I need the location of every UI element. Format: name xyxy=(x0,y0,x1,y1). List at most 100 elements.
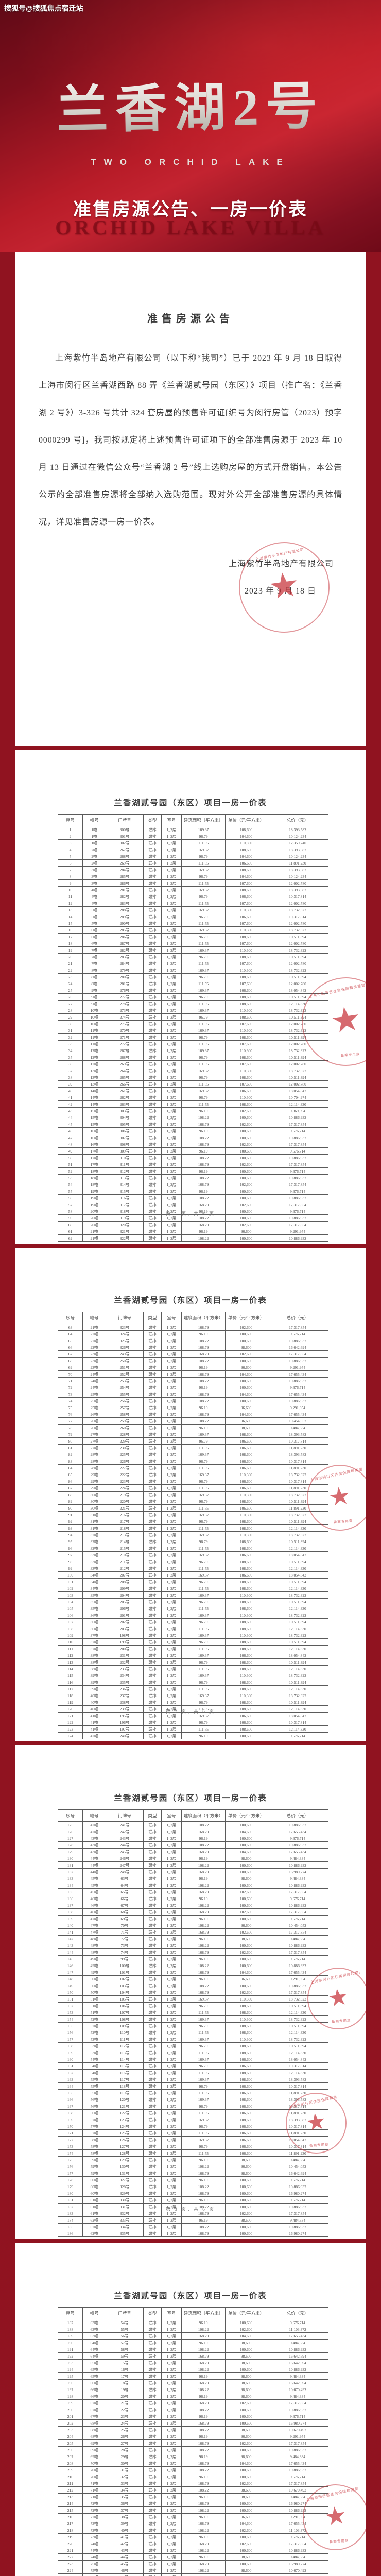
cell-total-price: 10,511,394 xyxy=(267,1618,328,1625)
cell-floor: 1_2层 xyxy=(161,1234,182,1242)
cell-area: 96.79 xyxy=(181,833,226,840)
table-row: 183 61幢 332号 联排 1_2层 168.79 102,600 17,317,854 xyxy=(58,2210,328,2217)
cell-area: 169.37 xyxy=(181,987,226,994)
cell-type: 联排 xyxy=(143,2466,162,2473)
cell-floor: 1_2层 xyxy=(161,2486,182,2494)
cell-floor: 1_2层 xyxy=(161,1000,182,1007)
cell-building: 75幢 xyxy=(82,2560,106,2567)
cell-type: 联排 xyxy=(143,1067,162,1074)
cell-type: 联排 xyxy=(143,1431,162,1438)
price-table-title: 兰香湖贰号园（东区）项目一房一价表 xyxy=(114,2292,267,2300)
cell-seq: 109 xyxy=(58,1632,83,1639)
cell-seq: 35 xyxy=(58,1054,83,1061)
cell-area: 108.22 xyxy=(181,1922,226,1929)
cell-area: 169.37 xyxy=(181,1491,226,1498)
cell-floor: 1_2层 xyxy=(161,2129,182,2137)
cell-total-price: 12,359,740 xyxy=(267,839,328,846)
cell-seq: 142 xyxy=(58,1935,83,1942)
cell-building: 49幢 xyxy=(82,1969,106,1976)
cell-unit-price: 104,600 xyxy=(225,2332,267,2340)
cell-area: 96.19 xyxy=(181,1915,226,1922)
cell-unit-price: 108,600 xyxy=(225,2076,267,2083)
cell-building: 13幢 xyxy=(82,1074,106,1081)
cell-area: 169.37 xyxy=(181,1531,226,1538)
column-header: 序号 xyxy=(58,1312,83,1324)
cell-building: 19幢 xyxy=(82,1201,106,1208)
cell-building: 68幢 xyxy=(82,2426,106,2433)
cell-area: 96.79 xyxy=(181,893,226,900)
cell-building: 50幢 xyxy=(82,1989,106,1996)
cell-seq: 174 xyxy=(58,2149,83,2157)
cell-house: 40号 xyxy=(106,2527,144,2534)
cell-seq: 13 xyxy=(58,906,83,913)
cell-area: 111.55 xyxy=(181,1524,226,1532)
cell-total-price: 17,317,854 xyxy=(267,2399,328,2406)
cell-seq: 6 xyxy=(58,859,83,867)
cell-total-price: 10,124,234 xyxy=(267,853,328,860)
table-row: 65 22幢 325号 联排 1_2层 108.22 100,600 10,886,932 xyxy=(58,1337,328,1344)
cell-building: 17幢 xyxy=(82,1147,106,1155)
cell-type: 联排 xyxy=(143,1692,162,1699)
cell-building: 9幢 xyxy=(82,993,106,1001)
cell-area: 108.22 xyxy=(181,1821,226,1828)
cell-type: 联排 xyxy=(143,2196,162,2204)
table-row: 166 56幢 120号 联排 1_2层 169.37 108,600 18,393,582 xyxy=(58,2096,328,2103)
cell-unit-price: 100,600 xyxy=(225,1127,267,1134)
stamp-sub-text: 备案专用章 xyxy=(333,1519,353,1524)
cell-type: 联排 xyxy=(143,1962,162,1969)
cell-building: 73幢 xyxy=(82,2533,106,2540)
cell-house: 306号 xyxy=(106,1127,144,1134)
cell-unit-price: 108,600 xyxy=(225,1598,267,1605)
cell-seq: 99 xyxy=(58,1565,83,1572)
cell-area: 168.79 xyxy=(181,2230,226,2237)
cell-type: 联排 xyxy=(143,1471,162,1478)
cell-type: 联排 xyxy=(143,1531,162,1538)
cell-floor: 1_2层 xyxy=(161,2393,182,2400)
cell-floor: 1_2层 xyxy=(161,1054,182,1061)
cell-building: 8幢 xyxy=(82,980,106,987)
table-row: 95 32幢 214号 联排 1_2层 96.79 108,600 10,511,394 xyxy=(58,1538,328,1545)
cell-unit-price: 108,600 xyxy=(225,1605,267,1612)
cell-building: 6幢 xyxy=(82,933,106,940)
cell-type: 联排 xyxy=(143,1618,162,1625)
cell-unit-price: 108,600 xyxy=(225,1625,267,1632)
cell-total-price: 18,054,842 xyxy=(267,1652,328,1659)
cell-building: 64幢 xyxy=(82,2339,106,2346)
cell-area: 168.79 xyxy=(181,1324,226,1331)
cell-total-price: 17,317,854 xyxy=(267,1121,328,1128)
cell-type: 联排 xyxy=(143,1558,162,1565)
cell-house: 321号 xyxy=(106,1228,144,1235)
cell-seq: 15 xyxy=(58,920,83,927)
cell-house: 111号 xyxy=(106,2036,144,2043)
table-row: 189 63幢 56号 联排 1_2层 168.79 104,600 17,655,434 xyxy=(58,2332,328,2340)
cell-unit-price: 108,600 xyxy=(225,1431,267,1438)
cell-type: 联排 xyxy=(143,1134,162,1141)
cell-total-price: 17,317,854 xyxy=(267,1908,328,1916)
cell-floor: 1_2层 xyxy=(161,2520,182,2527)
cell-area: 96.19 xyxy=(181,2216,226,2224)
cell-floor: 1_2层 xyxy=(161,1935,182,1942)
cell-building: 21幢 xyxy=(82,1324,106,1331)
cell-building: 51幢 xyxy=(82,2002,106,2009)
table-row: 4 2幢 267号 联排 1_2层 169.37 108,600 18,393,582 xyxy=(58,846,328,853)
table-row: 127 43幢 243号 联排 1_2层 96.19 100,600 9,676,714 xyxy=(58,1835,328,1842)
cell-house: 17号 xyxy=(106,2372,144,2380)
cell-seq: 107 xyxy=(58,1618,83,1625)
cell-total-price: 10,886,932 xyxy=(267,1962,328,1969)
cell-floor: 1_2层 xyxy=(161,1127,182,1134)
table-row: 97 33幢 210号 联排 1_2层 169.37 106,600 18,054,842 xyxy=(58,1551,328,1558)
cell-total-price: 10,511,394 xyxy=(267,1699,328,1706)
cell-area: 111.55 xyxy=(181,2109,226,2116)
cell-area: 168.79 xyxy=(181,1161,226,1168)
cell-building: 60幢 xyxy=(82,2176,106,2183)
cell-total-price: 9,676,714 xyxy=(267,1127,328,1134)
cell-floor: 1_2层 xyxy=(161,2049,182,2056)
table-row: 8 3幢 285号 联排 1_2层 96.79 104,600 10,124,234 xyxy=(58,873,328,880)
table-header-row: 序号 幢号 门牌号 类型 室号 建筑面积（平方米） 单价（元/平方米） 总价（元） xyxy=(58,2307,328,2319)
cell-building: 25幢 xyxy=(82,1391,106,1398)
cell-seq: 12 xyxy=(58,900,83,907)
cell-building: 8幢 xyxy=(82,973,106,980)
cell-area: 108.22 xyxy=(181,1982,226,1989)
cell-house: 281号 xyxy=(106,886,144,893)
cell-seq: 195 xyxy=(58,2372,83,2380)
